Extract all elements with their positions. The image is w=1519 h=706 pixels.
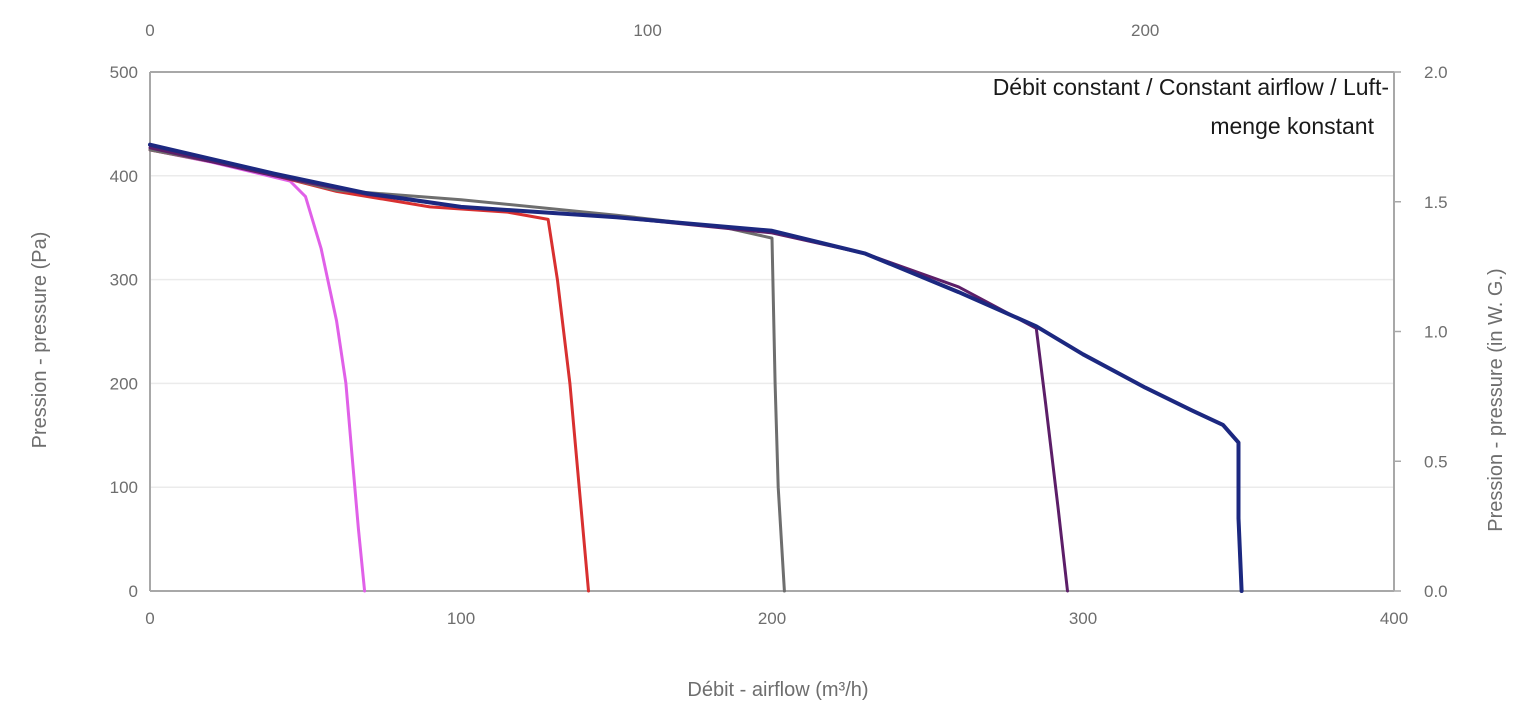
series-3-line bbox=[148, 148, 786, 593]
x-axis-title: Débit - airflow (m³/h) bbox=[687, 679, 868, 701]
y2-axis-title: Pression - pressure (in W. G.) bbox=[1485, 268, 1507, 531]
y2-tick-label-1.5: 1.5 bbox=[1424, 193, 1448, 212]
annotation-line-1: Débit constant / Constant airflow / Luft… bbox=[993, 74, 1389, 100]
y2-tick-label-0.5: 0.5 bbox=[1424, 452, 1448, 471]
x-tick-label-0: 0 bbox=[145, 609, 154, 628]
axes bbox=[149, 71, 1401, 592]
annotation-line-2: menge konstant bbox=[1210, 113, 1374, 139]
series-1-line bbox=[148, 148, 367, 593]
x2-tick-label-100: 100 bbox=[633, 21, 661, 40]
y2-tick-label-0.0: 0.0 bbox=[1424, 582, 1448, 601]
y-tick-label-100: 100 bbox=[110, 478, 138, 497]
y-tick-label-300: 300 bbox=[110, 271, 138, 290]
y-tick-label-400: 400 bbox=[110, 167, 138, 186]
y-tick-label-0: 0 bbox=[129, 582, 138, 601]
x2-tick-label-200: 200 bbox=[1131, 21, 1159, 40]
series-2-line bbox=[148, 148, 590, 593]
y-tick-label-500: 500 bbox=[110, 63, 138, 82]
y-axis-title: Pression - pressure (Pa) bbox=[29, 232, 51, 449]
curves bbox=[148, 142, 1244, 593]
tick-labels: 0 100 200 300 400 0 100 200 300 400 500 0 100 200 0.0 0… bbox=[110, 21, 1448, 628]
y2-tick-label-2.0: 2.0 bbox=[1424, 63, 1448, 82]
x-tick-label-200: 200 bbox=[758, 609, 786, 628]
x-tick-label-400: 400 bbox=[1380, 609, 1408, 628]
y2-tick-label-1.0: 1.0 bbox=[1424, 323, 1448, 342]
x-tick-label-300: 300 bbox=[1069, 609, 1097, 628]
x-tick-label-100: 100 bbox=[447, 609, 475, 628]
grid-lines bbox=[150, 71, 1394, 592]
x2-tick-label-0: 0 bbox=[145, 21, 154, 40]
series-5-line bbox=[148, 142, 1244, 593]
y-tick-label-200: 200 bbox=[110, 374, 138, 393]
